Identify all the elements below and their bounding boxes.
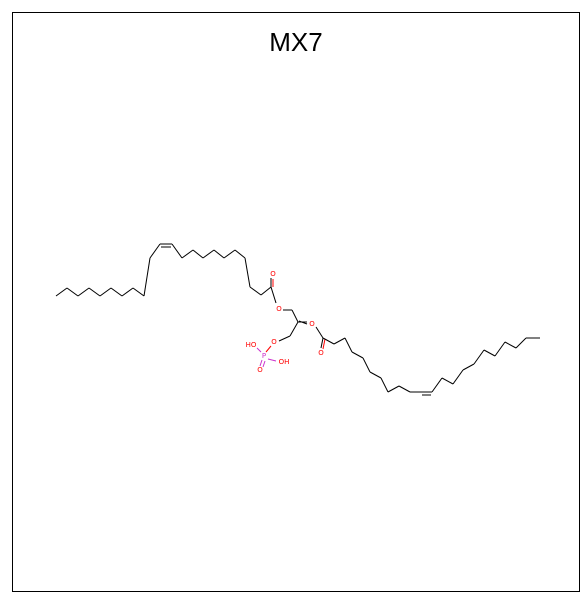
upper-chain-bond [223,249,236,259]
phosphate-bond [267,358,277,362]
lower-chain-bond [362,357,371,373]
phosphate-hydroxyl-right: OH [279,358,290,366]
phosphate-bond [265,345,272,353]
glycerol-bond [291,309,299,323]
lower-chain-bond [380,377,389,393]
upper-chain-bond [192,249,204,259]
upper-chain-bond [77,287,90,297]
upper-chain-bond [110,287,123,297]
phosphate-double-bond [259,359,263,367]
ester-oxygen-2: O [309,320,315,328]
upper-chain-bond [171,243,183,259]
ester-oxygen-1: O [276,305,282,313]
stereo-bond [298,320,308,325]
upper-chain-bond [202,249,215,259]
upper-chain-bond [66,287,79,297]
upper-chain-bond [260,286,272,296]
upper-chain-bond [234,249,246,259]
phosphate-oxo-oxygen: O [257,366,263,374]
phosphate-bond [256,347,262,353]
carbonyl-bond [322,338,326,350]
lower-chain-bond [369,371,382,379]
molecule-title: MX7 [269,27,323,57]
lower-chain-bond [515,337,527,349]
lower-chain-bond [387,385,400,393]
phosphate-ester-oxygen: O [271,338,277,346]
upper-chain-bond [132,287,145,297]
ester-bond [315,326,324,339]
carbonyl-bond [320,337,324,349]
lower-chain-bond [322,337,335,345]
upper-chain-bond [99,287,112,297]
lower-chain-bond [333,337,346,345]
upper-chain-bond [149,243,161,259]
lower-chain-bond [504,341,517,349]
figure-frame: MX7 [12,12,580,592]
upper-chain-bond [249,286,262,296]
upper-chain-bond [244,257,251,288]
glycerol-bond [278,335,291,342]
lower-chain-bond [462,363,475,371]
lower-chain-bond [452,369,464,385]
phosphate-double-bond [262,360,266,368]
upper-chain-bond [181,249,194,259]
lower-chain-bond [431,377,443,393]
lower-chain-bond [473,349,485,365]
lower-chain-bond [351,351,364,359]
lower-chain-bond [494,341,506,357]
lower-chain-bond [483,349,496,357]
upper-chain-bond [121,287,134,297]
lower-chain-bond [344,337,353,353]
phosphate-hydroxyl-left: HO [246,341,257,349]
upper-chain-bond [55,287,68,297]
upper-chain-bond [143,257,151,297]
lower-chain-bond [441,377,454,385]
lower-chain-bond [398,385,411,393]
glycerol-bond [289,321,299,337]
carbonyl-oxygen-1: O [270,270,276,278]
upper-chain-bond [213,249,225,259]
carbonyl-oxygen-2: O [318,349,324,357]
upper-chain-bond [88,287,101,297]
phosphorus-atom: P [262,352,266,360]
ester-bond [270,286,277,304]
